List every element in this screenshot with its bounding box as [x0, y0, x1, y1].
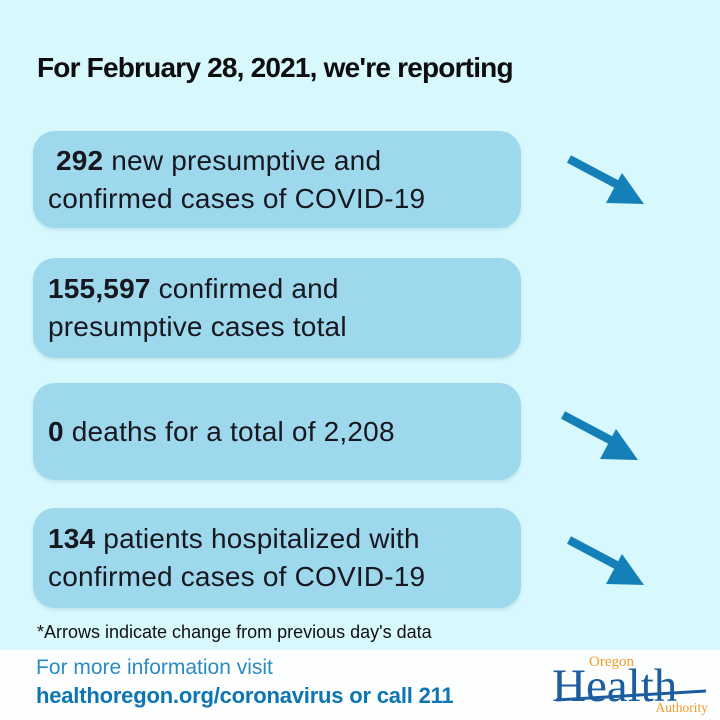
stat-line: presumptive cases total	[48, 308, 511, 346]
trend-down-arrow-icon	[564, 533, 648, 589]
stat-text: confirmed cases of COVID-19	[48, 561, 426, 592]
stat-value-new-cases: 292	[48, 144, 104, 176]
stat-box-hospitalized: 134 patients hospitalized with confirmed…	[33, 508, 521, 608]
stat-text: patients hospitalized with	[95, 523, 420, 554]
stat-text: new presumptive and	[103, 144, 382, 176]
logo-authority-text: Authority	[656, 700, 709, 715]
stat-box-total-cases: 155,597 confirmed and presumptive cases …	[33, 258, 521, 358]
footer-url-link[interactable]: healthoregon.org/coronavirus or call 211	[36, 683, 454, 708]
footer-info-text: For more information visit	[36, 656, 273, 679]
arrows-footnote: *Arrows indicate change from previous da…	[37, 622, 432, 642]
stat-line: 292 new presumptive and	[48, 142, 511, 180]
footer: For more information visit healthoregon.…	[0, 650, 720, 720]
stat-line: 155,597 confirmed and	[48, 270, 511, 308]
stat-value-deaths: 0	[48, 415, 64, 447]
stat-line: confirmed cases of COVID-19	[48, 558, 511, 596]
stat-text: deaths for a total of 2,208	[63, 415, 395, 447]
stat-box-new-cases: 292 new presumptive and confirmed cases …	[33, 131, 521, 228]
logo-health-text: Health	[552, 660, 677, 712]
trend-down-arrow-icon	[558, 408, 642, 464]
stat-value-hospitalized: 134	[48, 523, 96, 554]
stat-value-total-cases: 155,597	[48, 273, 151, 304]
logo-swoosh-icon	[555, 689, 707, 702]
stat-line: confirmed cases of COVID-19	[48, 180, 511, 218]
oregon-health-authority-logo: Health Oregon Authority	[552, 653, 710, 715]
stat-text: confirmed cases of COVID-19	[48, 182, 426, 214]
trend-down-arrow-icon	[564, 152, 648, 208]
stat-box-deaths: 0 deaths for a total of 2,208	[33, 383, 521, 480]
stat-text: presumptive cases total	[48, 311, 347, 342]
stat-text: confirmed and	[150, 273, 339, 304]
stat-line: 134 patients hospitalized with	[48, 520, 511, 558]
logo-oregon-text: Oregon	[589, 654, 634, 670]
page-title: For February 28, 2021, we're reporting	[37, 52, 514, 83]
stat-line: 0 deaths for a total of 2,208	[48, 413, 511, 451]
